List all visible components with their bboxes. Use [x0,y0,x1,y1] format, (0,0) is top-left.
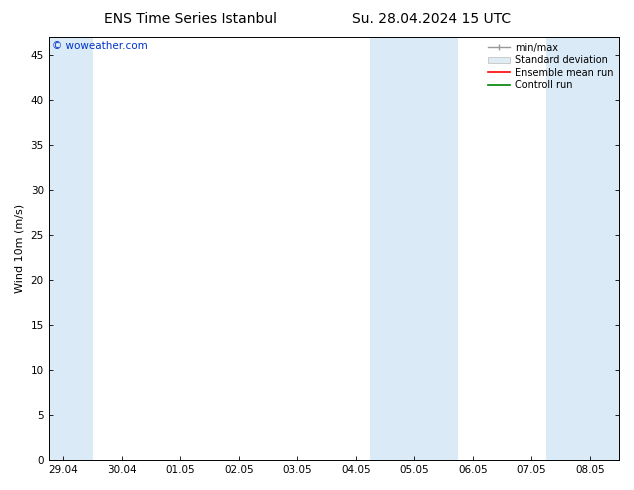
Legend: min/max, Standard deviation, Ensemble mean run, Controll run: min/max, Standard deviation, Ensemble me… [484,39,617,94]
Text: ENS Time Series Istanbul: ENS Time Series Istanbul [104,12,276,26]
Y-axis label: Wind 10m (m/s): Wind 10m (m/s) [15,204,25,293]
Bar [414,37,458,460]
Bar [49,37,93,460]
Bar [546,37,590,460]
Bar [370,37,414,460]
Bar [590,37,633,460]
Text: Su. 28.04.2024 15 UTC: Su. 28.04.2024 15 UTC [352,12,510,26]
Text: © woweather.com: © woweather.com [51,41,147,51]
